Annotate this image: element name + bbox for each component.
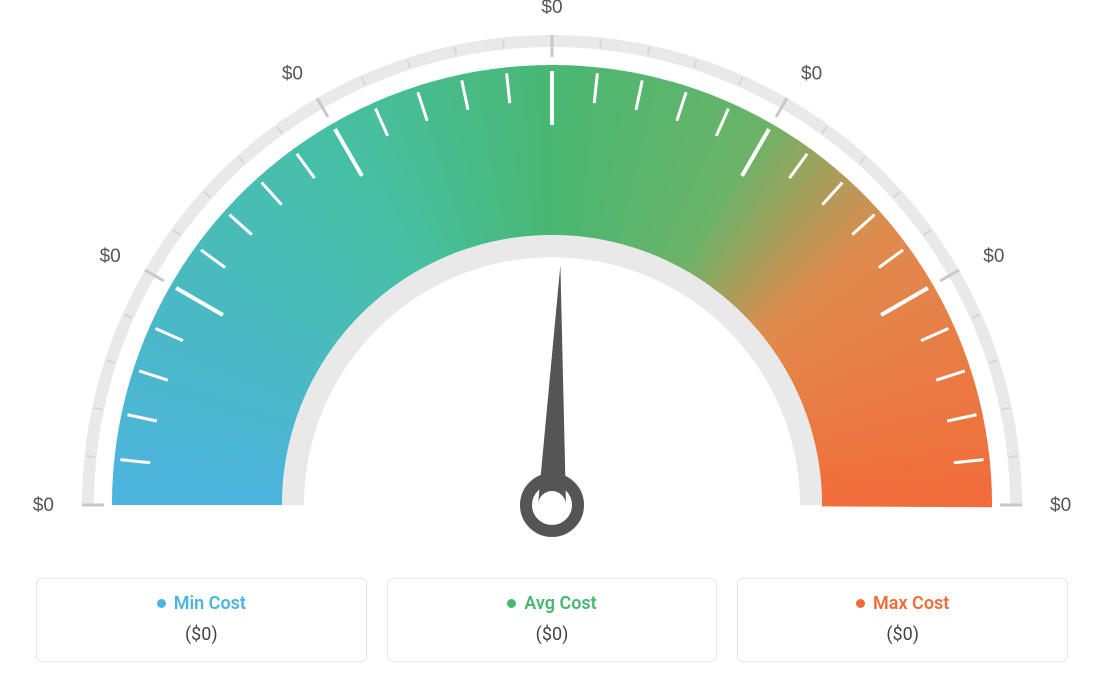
legend-value-min: ($0) bbox=[37, 624, 366, 645]
svg-text:$0: $0 bbox=[983, 246, 1004, 267]
svg-text:$0: $0 bbox=[541, 0, 562, 18]
legend-dot-avg bbox=[507, 599, 516, 608]
legend-label-avg-text: Avg Cost bbox=[524, 593, 596, 614]
legend-card-min: Min Cost ($0) bbox=[36, 578, 367, 662]
legend-label-max: Max Cost bbox=[856, 593, 949, 614]
legend-label-min-text: Min Cost bbox=[174, 593, 246, 614]
legend-card-avg: Avg Cost ($0) bbox=[387, 578, 718, 662]
svg-text:$0: $0 bbox=[33, 495, 54, 516]
legend-card-max: Max Cost ($0) bbox=[737, 578, 1068, 662]
legend-label-min: Min Cost bbox=[157, 593, 246, 614]
cost-gauge-chart: $0 $0 $0 $0 $0 $0 $0 bbox=[0, 0, 1104, 570]
svg-text:$0: $0 bbox=[282, 64, 303, 85]
svg-text:$0: $0 bbox=[801, 64, 822, 85]
legend-value-avg: ($0) bbox=[388, 624, 717, 645]
svg-text:$0: $0 bbox=[100, 246, 121, 267]
gauge-svg: $0 $0 $0 $0 $0 $0 $0 bbox=[0, 0, 1104, 570]
legend-dot-max bbox=[856, 599, 865, 608]
legend-dot-min bbox=[157, 599, 166, 608]
svg-text:$0: $0 bbox=[1050, 495, 1071, 516]
legend-value-max: ($0) bbox=[738, 624, 1067, 645]
legend-label-avg: Avg Cost bbox=[507, 593, 596, 614]
legend-label-max-text: Max Cost bbox=[873, 593, 949, 614]
legend-row: Min Cost ($0) Avg Cost ($0) Max Cost ($0… bbox=[0, 578, 1104, 662]
